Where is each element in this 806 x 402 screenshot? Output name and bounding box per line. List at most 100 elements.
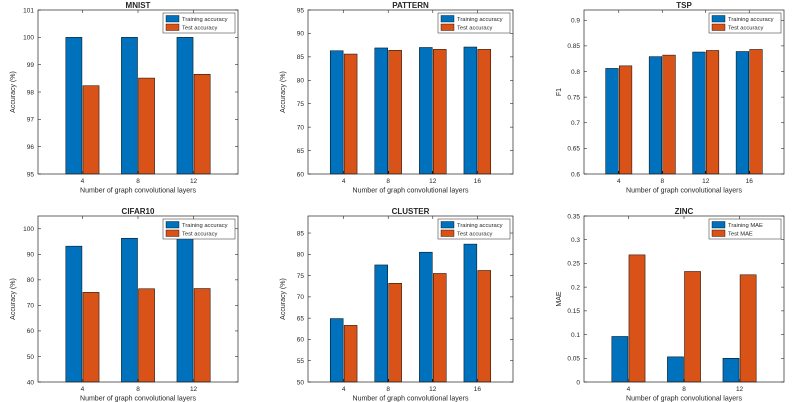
y-tick-label: 0.05 <box>567 356 580 363</box>
legend-swatch-test <box>440 229 455 237</box>
y-axis-label: Accuracy (%) <box>280 278 287 320</box>
y-tick-label: 0.25 <box>567 261 580 268</box>
chart-title: MNIST <box>126 1 151 10</box>
y-tick-label: 95 <box>297 7 305 14</box>
y-tick-label: 0.9 <box>571 18 580 25</box>
y-tick-label: 75 <box>297 273 305 280</box>
axes-frame <box>583 215 785 383</box>
bar-test <box>82 292 100 383</box>
legend-label: Test MAE <box>728 231 753 237</box>
bar-training <box>463 46 478 175</box>
legend-label: Training accuracy <box>182 223 228 229</box>
x-axis-label: Number of graph convolutional layers <box>626 396 742 402</box>
y-axis-label: Accuracy (%) <box>10 71 17 113</box>
bar-test <box>684 271 701 383</box>
chart-title: TSP <box>676 1 692 10</box>
y-tick-label: 75 <box>297 101 305 108</box>
x-tick-label: 8 <box>386 386 390 393</box>
legend: Training MAE Test MAE <box>708 218 782 240</box>
bar-test <box>138 77 155 175</box>
legend-label: Training accuracy <box>457 17 503 23</box>
legend-box <box>437 12 511 34</box>
x-tick-label: 12 <box>429 386 437 393</box>
y-tick-label: 0.1 <box>571 332 580 339</box>
bar-test <box>705 50 720 175</box>
legend-label: Test accuracy <box>182 231 218 237</box>
y-axis-label: Accuracy (%) <box>10 278 17 320</box>
bar-training <box>735 51 749 175</box>
legend-label: Training accuracy <box>457 223 503 229</box>
legend: Training accuracy Test accuracy <box>708 12 782 34</box>
chart-pattern: PATTERN 60 65 70 75 80 85 90 95 4 8 12 16 Number of g… <box>280 1 514 195</box>
y-tick-label: 0.85 <box>567 43 580 50</box>
y-tick-label: 60 <box>297 171 305 178</box>
axes-frame <box>37 215 239 383</box>
x-tick-label: 4 <box>81 386 85 393</box>
bar-test <box>662 54 676 175</box>
y-axis-label: Accuracy (%) <box>280 71 287 113</box>
y-tick-label: 70 <box>27 303 35 310</box>
legend-swatch-test <box>711 23 726 31</box>
legend-swatch-test <box>440 23 455 31</box>
legend: Training accuracy Test accuracy <box>162 218 236 240</box>
bar-training <box>121 37 138 175</box>
bar-training <box>692 51 706 175</box>
legend-box <box>708 12 782 34</box>
legend-box <box>162 218 236 240</box>
y-tick-label: 100 <box>23 226 34 233</box>
y-tick-label: 65 <box>297 148 305 155</box>
legend-box <box>708 218 782 240</box>
chart-cluster: CLUSTER 50 55 60 65 70 75 80 85 4 8 12 16 Number of g… <box>280 207 514 402</box>
y-tick-label: 70 <box>297 124 305 131</box>
legend-label: Test accuracy <box>182 25 218 31</box>
bar-test <box>739 274 757 383</box>
legend-box <box>162 12 236 34</box>
bar-training <box>419 47 433 175</box>
x-axis-label: Number of graph convolutional layers <box>353 188 469 195</box>
bar-training <box>65 37 83 175</box>
y-tick-label: 80 <box>297 252 305 259</box>
y-axis-label: MAE <box>556 291 563 307</box>
chart-title: CLUSTER <box>392 207 430 216</box>
y-tick-label: 0.8 <box>571 69 580 76</box>
y-tick-label: 90 <box>27 252 35 259</box>
x-tick-label: 12 <box>736 386 744 393</box>
x-tick-label: 16 <box>474 386 482 393</box>
legend-label: Training accuracy <box>728 17 774 23</box>
x-tick-label: 8 <box>660 178 664 185</box>
y-tick-label: 99 <box>27 62 35 69</box>
x-tick-label: 8 <box>386 178 390 185</box>
y-tick-label: 90 <box>297 31 305 38</box>
bar-training <box>329 318 344 383</box>
bar-test <box>433 49 447 175</box>
chart-title: CIFAR10 <box>122 207 155 216</box>
axes-frame <box>307 215 514 383</box>
y-tick-label: 65 <box>297 315 305 322</box>
chart-mnist: MNIST 95 96 97 98 99 100 101 4 8 12 Number of graph… <box>10 1 239 195</box>
bar-test <box>343 325 358 383</box>
legend-swatch-training <box>440 221 455 229</box>
x-tick-label: 4 <box>342 178 346 185</box>
legend-swatch-training <box>711 15 726 23</box>
legend-label: Training MAE <box>728 223 763 229</box>
y-tick-label: 85 <box>297 54 305 61</box>
legend-swatch-training <box>440 15 455 23</box>
bar-test <box>193 288 211 383</box>
x-tick-label: 4 <box>81 178 85 185</box>
bar-test <box>749 49 763 175</box>
y-tick-label: 0.3 <box>571 237 580 244</box>
legend-label: Test accuracy <box>457 25 493 31</box>
x-tick-label: 12 <box>190 386 198 393</box>
x-tick-label: 12 <box>190 178 198 185</box>
chart-tsp: TSP 0.6 0.65 0.7 0.75 0.8 0.85 0.9 4 8 12 16 Number … <box>556 1 785 195</box>
bar-test <box>477 270 492 383</box>
y-tick-label: 0.2 <box>571 284 580 291</box>
bar-training <box>667 356 684 383</box>
chart-zinc: ZINC 0 0.05 0.1 0.15 0.2 0.25 0.3 0.35 4 8 12 Number… <box>556 207 785 402</box>
legend-swatch-test <box>711 229 726 237</box>
chart-title: ZINC <box>675 207 694 216</box>
bar-training <box>722 358 740 383</box>
y-tick-label: 40 <box>27 379 35 386</box>
legend-label: Test accuracy <box>728 25 764 31</box>
